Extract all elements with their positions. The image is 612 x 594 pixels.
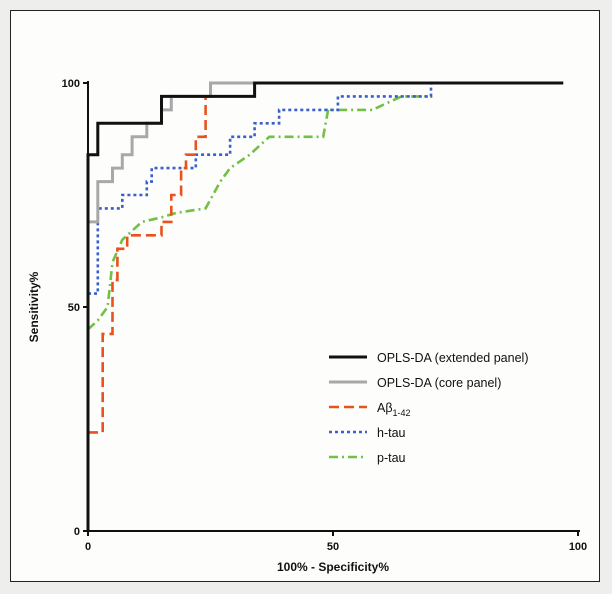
x-tick-label: 0 — [85, 541, 91, 553]
legend-label: p-tau — [377, 451, 406, 465]
legend-label-subscript: 1-42 — [393, 408, 411, 418]
legend-label: h-tau — [377, 426, 406, 440]
legend: OPLS-DA (extended panel) OPLS-DA (core pa… — [329, 351, 528, 465]
x-tick-label: 100 — [569, 541, 587, 553]
legend-label-main: Aβ — [377, 401, 393, 415]
legend-label-main: OPLS-DA (core panel) — [377, 376, 501, 390]
legend-label: OPLS-DA (extended panel) — [377, 351, 528, 365]
series-line-2 — [88, 81, 231, 434]
series-layer — [86, 81, 564, 531]
series-line-0 — [86, 81, 564, 531]
x-axis-title: 100% - Specificity% — [277, 560, 389, 574]
legend-label: Aβ1-42 — [377, 401, 411, 418]
y-tick-label: 50 — [68, 302, 80, 314]
legend-label: OPLS-DA (core panel) — [377, 376, 501, 390]
y-tick-label: 0 — [74, 526, 80, 538]
legend-label-main: h-tau — [377, 426, 406, 440]
series-line-4 — [87, 95, 431, 331]
series-line-3 — [88, 83, 433, 295]
axes: 0 50 100 0 50 100 100% - Specificity% Sensitivi… — [27, 78, 587, 574]
series-line-1 — [86, 81, 255, 531]
x-tick-label: 50 — [327, 541, 339, 553]
roc-chart: 0 50 100 0 50 100 100% - Specificity% Sensitivi… — [27, 78, 587, 574]
y-axis-title: Sensitivity% — [27, 271, 41, 342]
y-tick-label: 100 — [62, 78, 80, 90]
figure-panel: 0 50 100 0 50 100 100% - Specificity% Sensitivi… — [10, 10, 600, 582]
legend-label-main: OPLS-DA (extended panel) — [377, 351, 528, 365]
legend-label-main: p-tau — [377, 451, 406, 465]
